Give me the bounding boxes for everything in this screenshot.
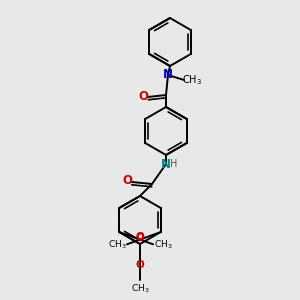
Text: O: O [122, 175, 132, 188]
Text: CH$_3$: CH$_3$ [108, 238, 126, 250]
Text: O: O [136, 260, 144, 270]
Text: O: O [138, 89, 148, 103]
Text: CH$_3$: CH$_3$ [154, 238, 172, 250]
Text: CH$_3$: CH$_3$ [131, 283, 149, 295]
Text: N: N [163, 68, 173, 82]
Text: O: O [136, 232, 145, 242]
Text: H: H [170, 159, 178, 169]
Text: O: O [136, 233, 144, 243]
Text: CH$_3$: CH$_3$ [182, 73, 202, 87]
Text: N: N [161, 158, 171, 170]
